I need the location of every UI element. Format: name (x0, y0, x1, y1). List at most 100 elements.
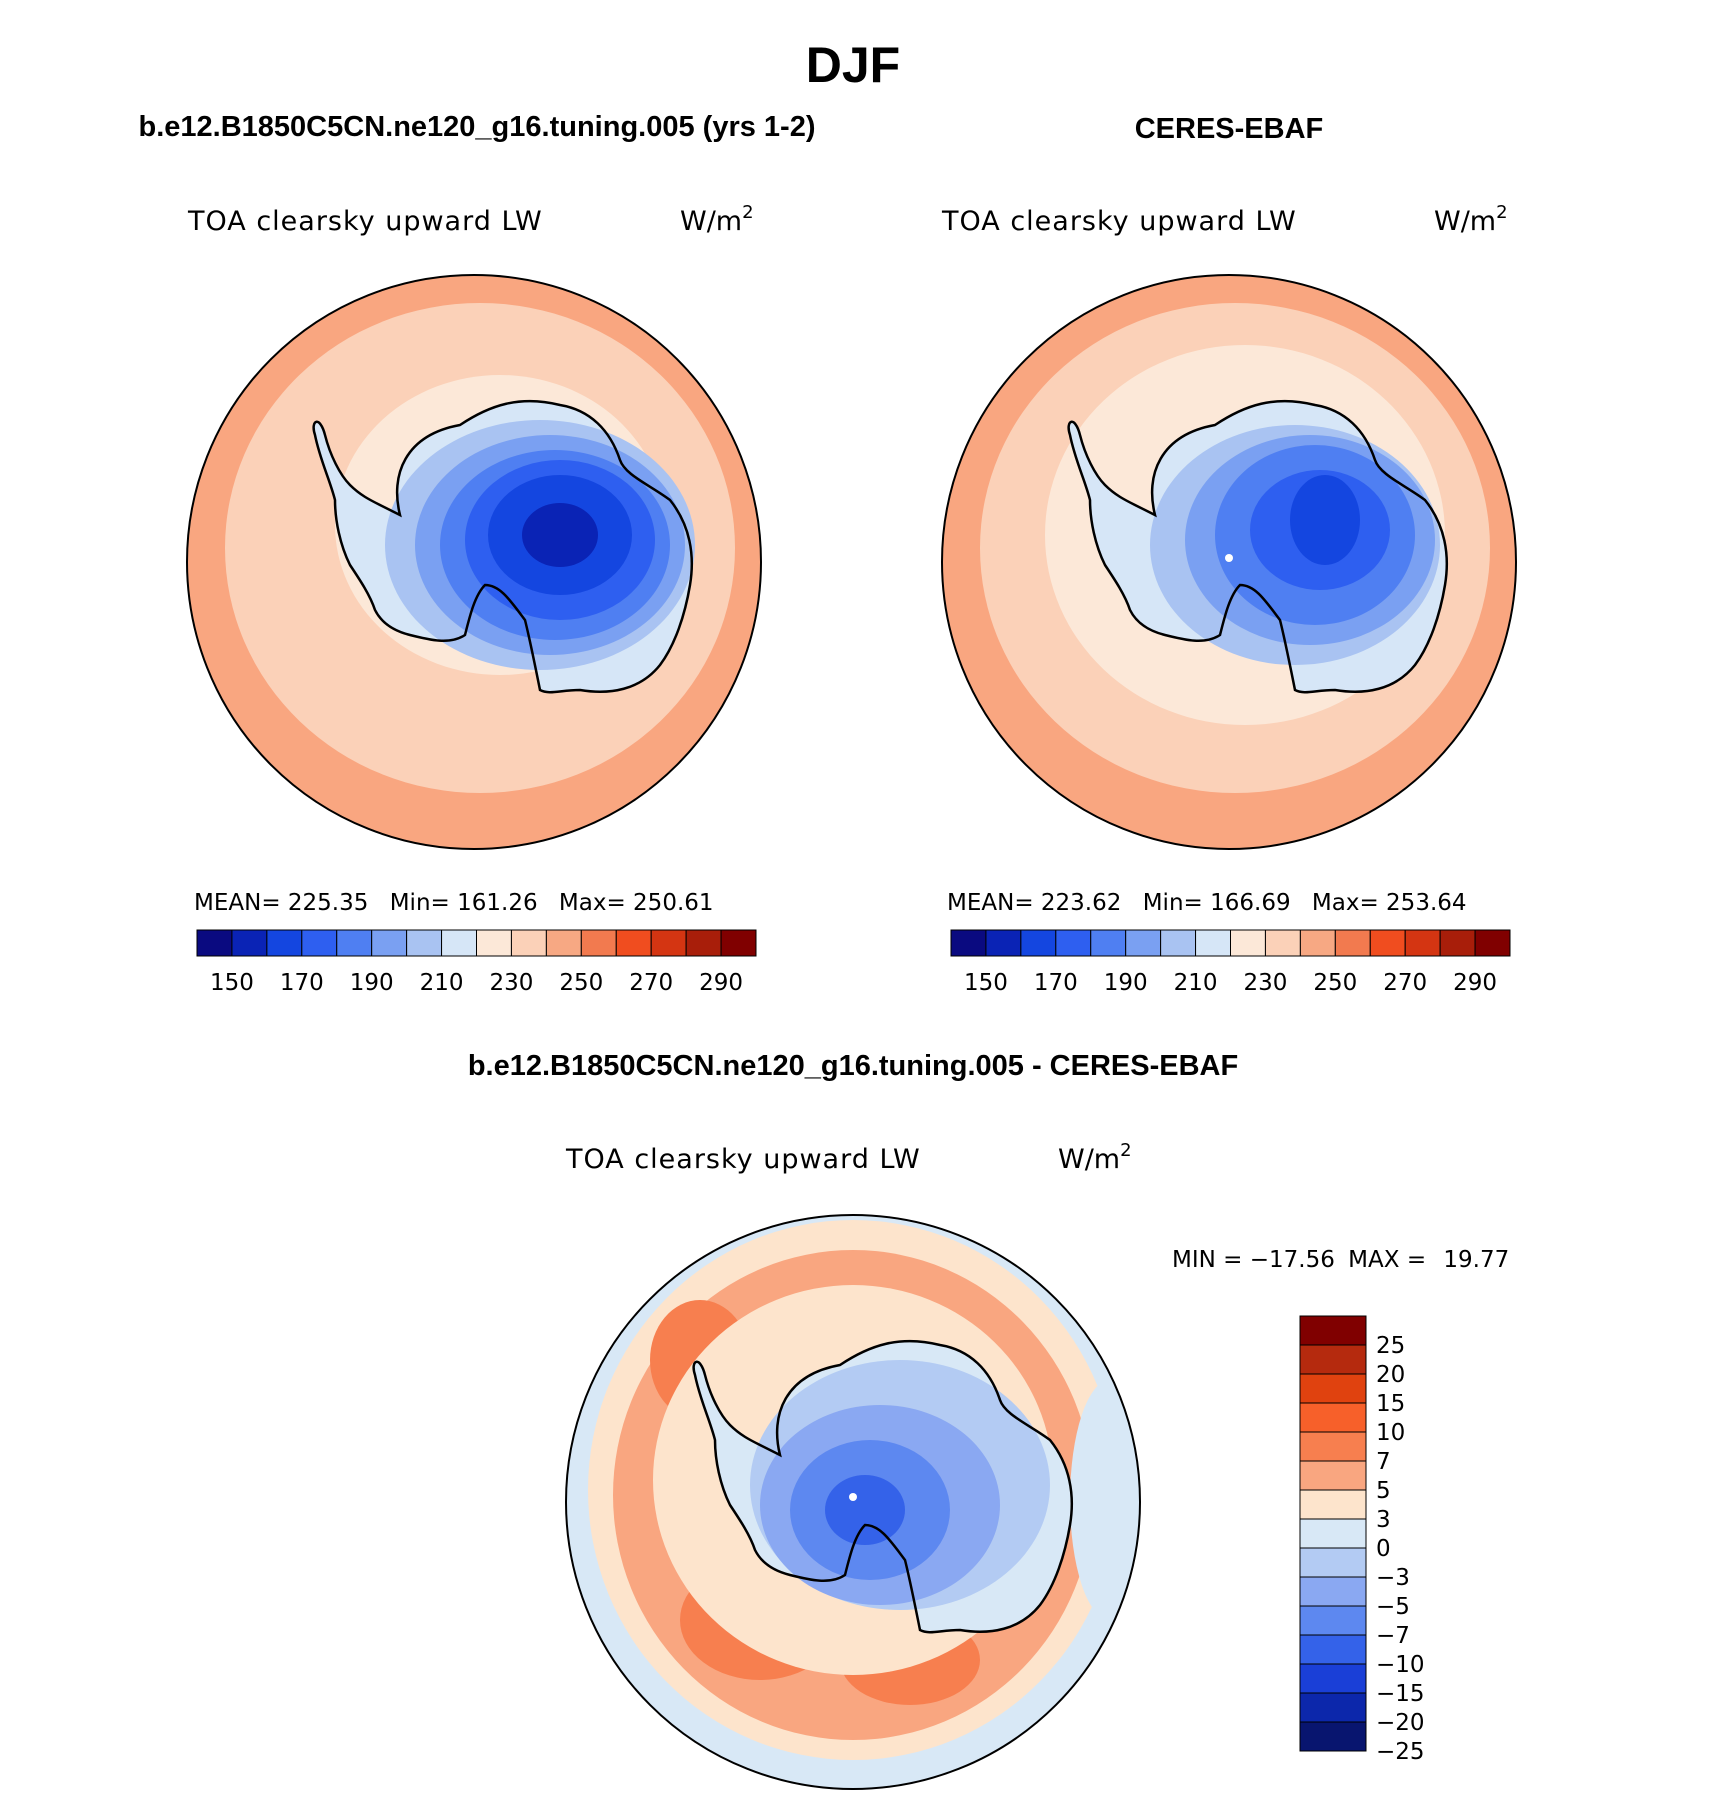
obs-field-header: TOA clearsky upward LW W/m2 (941, 202, 1508, 237)
season-title: DJF (806, 37, 900, 93)
difference-colorbar-label: 10 (1376, 1420, 1405, 1446)
obs-field-name: TOA clearsky upward LW (941, 206, 1297, 237)
difference-colorbar-label: −7 (1376, 1623, 1410, 1649)
model-max-value: 250.61 (633, 890, 713, 916)
obs-colorbar-swatch (1439, 929, 1476, 957)
difference-colorbar-label: 25 (1376, 1333, 1405, 1359)
obs-colorbar-swatch (1195, 929, 1231, 957)
model-colorbar-swatch (615, 929, 652, 957)
model-colorbar-label: 250 (559, 970, 603, 996)
difference-map-border (565, 1214, 1141, 1790)
difference-colorbar-swatch (1299, 1489, 1367, 1520)
obs-colorbar-swatch (1230, 929, 1266, 957)
obs-map-border (941, 274, 1517, 850)
difference-colorbar-swatch (1299, 1663, 1367, 1694)
model-field-header: TOA clearsky upward LW W/m2 (187, 202, 754, 237)
model-colorbar-swatch (371, 929, 408, 957)
obs-min-value: 166.69 (1210, 890, 1290, 916)
model-colorbar-swatch (720, 929, 757, 957)
difference-field-name: TOA clearsky upward LW (565, 1144, 921, 1175)
model-colorbar-label: 170 (280, 970, 324, 996)
model-colorbar-swatch (650, 929, 687, 957)
difference-colorbar-label: −20 (1376, 1710, 1425, 1736)
obs-colorbar-label: 290 (1453, 970, 1497, 996)
model-colorbar-label: 270 (629, 970, 673, 996)
model-colorbar-swatch (406, 929, 443, 957)
obs-units-exponent: 2 (1496, 202, 1507, 223)
obs-colorbar-label: 230 (1243, 970, 1287, 996)
difference-colorbar-swatch (1299, 1431, 1367, 1462)
difference-colorbar-swatch (1299, 1373, 1367, 1404)
obs-polar-map (941, 274, 1517, 850)
obs-colorbar-swatch (1369, 929, 1406, 957)
difference-units-exponent: 2 (1120, 1140, 1131, 1161)
model-units-exponent: 2 (742, 202, 753, 223)
obs-units-label: W/m2 (1434, 202, 1508, 237)
model-colorbar-label: 290 (699, 970, 743, 996)
difference-units-label: W/m2 (1058, 1140, 1132, 1175)
model-colorbar-swatch (441, 929, 477, 957)
difference-colorbar-label: −10 (1376, 1652, 1425, 1678)
obs-colorbar-swatch (1299, 929, 1336, 957)
obs-colorbar-swatch (1090, 929, 1127, 957)
model-max-label: Max= (559, 890, 626, 916)
difference-colorbar-swatch (1299, 1547, 1367, 1578)
difference-colorbar-swatch (1299, 1605, 1367, 1636)
obs-min-label: Min= (1143, 890, 1203, 916)
difference-colorbar-label: −25 (1376, 1739, 1425, 1765)
obs-colorbar-swatch (1020, 929, 1057, 957)
model-colorbar: 150 170 190 210 230 250 270 290 (196, 929, 757, 996)
model-colorbar-swatch (196, 929, 233, 957)
difference-colorbar-swatch (1299, 1518, 1367, 1549)
difference-polar-map (565, 1214, 1141, 1790)
difference-max-label: MAX = (1348, 1247, 1426, 1273)
difference-max-value: 19.77 (1443, 1247, 1509, 1273)
difference-colorbar-label: −3 (1376, 1565, 1410, 1591)
difference-colorbar-label: 20 (1376, 1362, 1405, 1388)
model-colorbar-swatch (510, 929, 547, 957)
model-colorbar-swatch (231, 929, 268, 957)
model-colorbar-label: 190 (350, 970, 394, 996)
difference-colorbar-swatch (1299, 1692, 1367, 1723)
obs-max-value: 253.64 (1386, 890, 1466, 916)
obs-colorbar-label: 190 (1104, 970, 1148, 996)
difference-colorbar-label: −5 (1376, 1594, 1410, 1620)
obs-stats-line: MEAN= 223.62 Min= 166.69 Max= 253.64 (947, 890, 1467, 916)
difference-units-base: W/m (1058, 1144, 1120, 1175)
difference-colorbar-swatch (1299, 1460, 1367, 1491)
obs-colorbar-swatch (1264, 929, 1301, 957)
obs-colorbar-label: 210 (1174, 970, 1218, 996)
model-colorbar-swatch (545, 929, 582, 957)
obs-colorbar-label: 150 (964, 970, 1008, 996)
obs-max-label: Max= (1312, 890, 1379, 916)
obs-panel-title: CERES-EBAF (1135, 113, 1324, 145)
difference-min-label: MIN = (1172, 1247, 1242, 1273)
difference-min-value: −17.56 (1250, 1247, 1335, 1273)
model-units-label: W/m2 (680, 202, 754, 237)
obs-colorbar-swatch (1334, 929, 1371, 957)
obs-colorbar-label: 250 (1313, 970, 1357, 996)
difference-stats-line: MIN = −17.56 MAX = 19.77 (1172, 1247, 1509, 1273)
obs-colorbar: 150 170 190 210 230 250 270 290 (950, 929, 1511, 996)
obs-colorbar-label: 170 (1034, 970, 1078, 996)
difference-colorbar-label: 0 (1376, 1536, 1391, 1562)
difference-colorbar-swatch (1299, 1721, 1367, 1752)
model-field-name: TOA clearsky upward LW (187, 206, 543, 237)
model-colorbar-swatch (476, 929, 512, 957)
model-colorbar-swatch (580, 929, 617, 957)
obs-mean-value: 223.62 (1041, 890, 1121, 916)
difference-colorbar-swatch (1299, 1634, 1367, 1665)
difference-colorbar-label: −15 (1376, 1681, 1425, 1707)
difference-colorbar-label: 7 (1376, 1449, 1391, 1475)
model-stats-line: MEAN= 225.35 Min= 161.26 Max= 250.61 (194, 890, 714, 916)
difference-colorbar: 25 20 15 10 7 5 3 0 −3 −5 −7 −10 −15 −20 −25 (1299, 1315, 1425, 1765)
difference-colorbar-swatch (1299, 1315, 1367, 1346)
difference-colorbar-label: 15 (1376, 1391, 1405, 1417)
obs-colorbar-label: 270 (1383, 970, 1427, 996)
model-colorbar-swatch (301, 929, 338, 957)
model-map-border (186, 274, 762, 850)
obs-mean-label: MEAN= (947, 890, 1034, 916)
obs-colorbar-swatch (1125, 929, 1162, 957)
model-mean-label: MEAN= (194, 890, 281, 916)
